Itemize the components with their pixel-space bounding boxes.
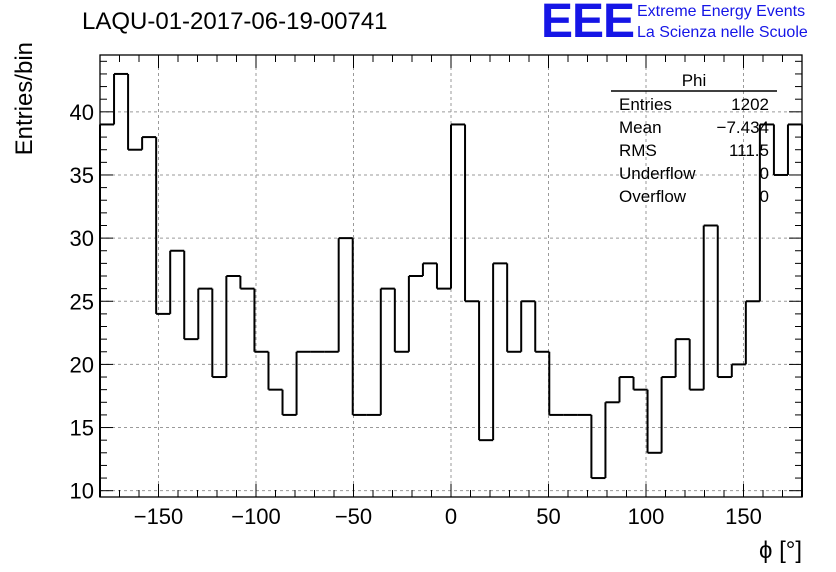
stats-row-label: RMS — [619, 141, 657, 160]
x-tick-label: 100 — [628, 504, 665, 529]
y-tick-label: 30 — [70, 226, 94, 251]
x-axis-label: ϕ [°] — [759, 537, 802, 564]
x-tick-label: 0 — [445, 504, 457, 529]
y-tick-label: 35 — [70, 163, 94, 188]
histogram-title: LAQU-01-2017-06-19-00741 — [82, 8, 388, 35]
y-tick-label: 15 — [70, 416, 94, 441]
logo-caption-line2: La Scienza nelle Scuole — [637, 24, 808, 41]
y-axis-label: Entries/bin — [11, 42, 38, 155]
stats-row-value: 0 — [760, 187, 769, 206]
y-tick-label: 20 — [70, 352, 94, 377]
stats-row-value: 111.5 — [729, 141, 769, 160]
x-tick-label: 50 — [536, 504, 560, 529]
stats-row-label: Entries — [619, 95, 672, 114]
x-tick-label: −50 — [335, 504, 372, 529]
y-tick-label: 10 — [70, 479, 94, 504]
x-tick-label: −150 — [134, 504, 184, 529]
stats-box-name: Phi — [682, 71, 707, 90]
x-tick-label: 150 — [725, 504, 762, 529]
eee-logo: EEE — [541, 0, 635, 48]
stats-row-value: −7.434 — [717, 118, 769, 137]
stats-row-value: 1202 — [731, 95, 769, 114]
stats-row-label: Mean — [619, 118, 662, 137]
y-tick-label: 25 — [70, 289, 94, 314]
x-tick-label: −100 — [231, 504, 281, 529]
logo-caption-line1: Extreme Energy Events — [637, 3, 806, 20]
y-tick-label: 40 — [70, 100, 94, 125]
stats-row-value: 0 — [760, 164, 769, 183]
stats-row-label: Underflow — [619, 164, 696, 183]
stats-row-label: Overflow — [619, 187, 687, 206]
histogram-series — [99, 72, 803, 497]
